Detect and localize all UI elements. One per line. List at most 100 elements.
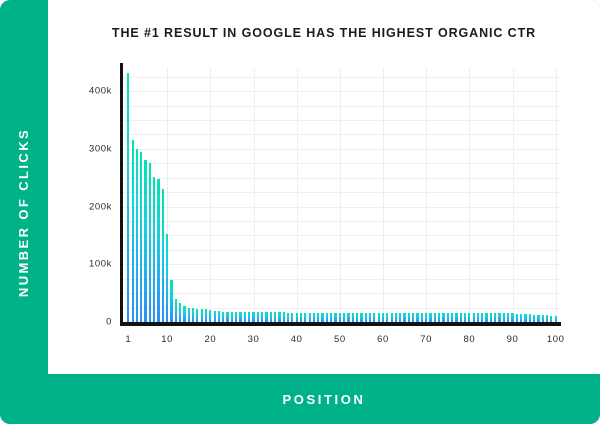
- bar: [308, 312, 311, 322]
- bar: [373, 313, 376, 322]
- bar: [334, 313, 337, 322]
- bar: [261, 312, 264, 322]
- bar: [502, 313, 505, 322]
- bar: [338, 313, 341, 322]
- bar: [161, 189, 164, 322]
- bar: [394, 313, 398, 322]
- gridline-horizontal: [124, 119, 560, 121]
- bar: [230, 311, 234, 322]
- bar: [463, 313, 467, 322]
- bar: [153, 176, 156, 322]
- gridline-vertical: [512, 68, 514, 322]
- bar: [412, 313, 415, 322]
- x-axis-tick-label: 90: [506, 334, 519, 345]
- bar: [532, 314, 536, 322]
- bar: [299, 312, 303, 322]
- gridline-vertical: [167, 68, 169, 322]
- bar: [438, 313, 441, 322]
- bar: [377, 313, 380, 322]
- bar: [459, 313, 462, 322]
- bar: [446, 313, 449, 322]
- bar: [425, 313, 428, 322]
- bar: [485, 313, 488, 322]
- bar: [498, 313, 501, 322]
- bar: [265, 312, 268, 322]
- gridlines: [124, 68, 560, 323]
- gridline-horizontal: [124, 206, 560, 208]
- bar: [295, 312, 298, 322]
- bar: [450, 313, 454, 322]
- gridline-vertical: [383, 68, 384, 322]
- bar: [286, 312, 290, 322]
- x-axis-tick-label: 1: [125, 334, 132, 345]
- bar: [191, 308, 195, 322]
- bar: [317, 312, 320, 322]
- bar: [433, 313, 436, 322]
- bar: [213, 311, 216, 322]
- bar: [278, 312, 281, 322]
- bar: [131, 139, 134, 322]
- bar: [403, 313, 406, 322]
- gridline-horizontal: [124, 235, 560, 237]
- bar: [196, 308, 199, 322]
- bar: [235, 311, 238, 322]
- bar: [399, 313, 402, 322]
- gridline-horizontal: [124, 91, 560, 93]
- bar: [304, 312, 307, 322]
- y-axis-tick-label: 100k: [88, 258, 112, 270]
- y-axis-tick-label: 300k: [88, 143, 112, 155]
- bar-series: [124, 68, 560, 322]
- bar: [269, 312, 272, 322]
- x-axis-tick-label: 40: [290, 334, 303, 345]
- bar: [355, 313, 359, 322]
- bar: [248, 312, 251, 322]
- x-axis-tick-label: 20: [204, 334, 217, 345]
- bar: [537, 314, 540, 322]
- gridline-horizontal: [124, 163, 560, 165]
- gridline-horizontal: [124, 249, 560, 251]
- chart-card: THE #1 RESULT IN GOOGLE HAS THE HIGHEST …: [48, 0, 600, 374]
- bar: [343, 313, 346, 322]
- bar: [351, 313, 354, 322]
- bar: [204, 309, 208, 322]
- bar: [381, 313, 385, 322]
- bar: [243, 312, 246, 322]
- gridline-horizontal: [124, 105, 560, 107]
- x-axis-tick-label: 60: [377, 334, 389, 345]
- gridline-horizontal: [124, 220, 560, 222]
- bar: [157, 179, 160, 322]
- bar: [187, 307, 190, 322]
- bar: [312, 312, 316, 322]
- gridline-horizontal: [124, 293, 560, 295]
- bar: [360, 313, 363, 322]
- bar: [407, 313, 411, 322]
- bar: [507, 313, 510, 322]
- bar: [541, 315, 544, 322]
- bar: [515, 313, 518, 322]
- bar: [390, 313, 393, 322]
- bar: [330, 313, 333, 322]
- bar: [520, 313, 523, 322]
- bar: [239, 312, 242, 322]
- gridline-horizontal: [124, 192, 560, 194]
- bar: [174, 298, 177, 322]
- bar: [368, 313, 372, 322]
- bar: [472, 313, 475, 322]
- gridline-vertical: [426, 68, 428, 322]
- bar: [178, 302, 182, 322]
- gridline-horizontal: [124, 307, 560, 309]
- y-axis-tick-labels: 400k 300k 200k 100k 0: [48, 68, 112, 328]
- gridline-horizontal: [124, 134, 560, 136]
- x-axis-tick-label: 70: [420, 334, 433, 345]
- bar: [468, 313, 471, 322]
- bar: [183, 306, 186, 322]
- bar: [429, 313, 432, 322]
- plot-area: [120, 63, 561, 326]
- axis-spines: [120, 63, 561, 326]
- bar: [347, 313, 350, 322]
- bar: [545, 315, 549, 322]
- y-axis-title: NUMBER OF CLICKS: [16, 127, 32, 297]
- gridline-horizontal: [124, 148, 560, 150]
- bar: [217, 311, 221, 322]
